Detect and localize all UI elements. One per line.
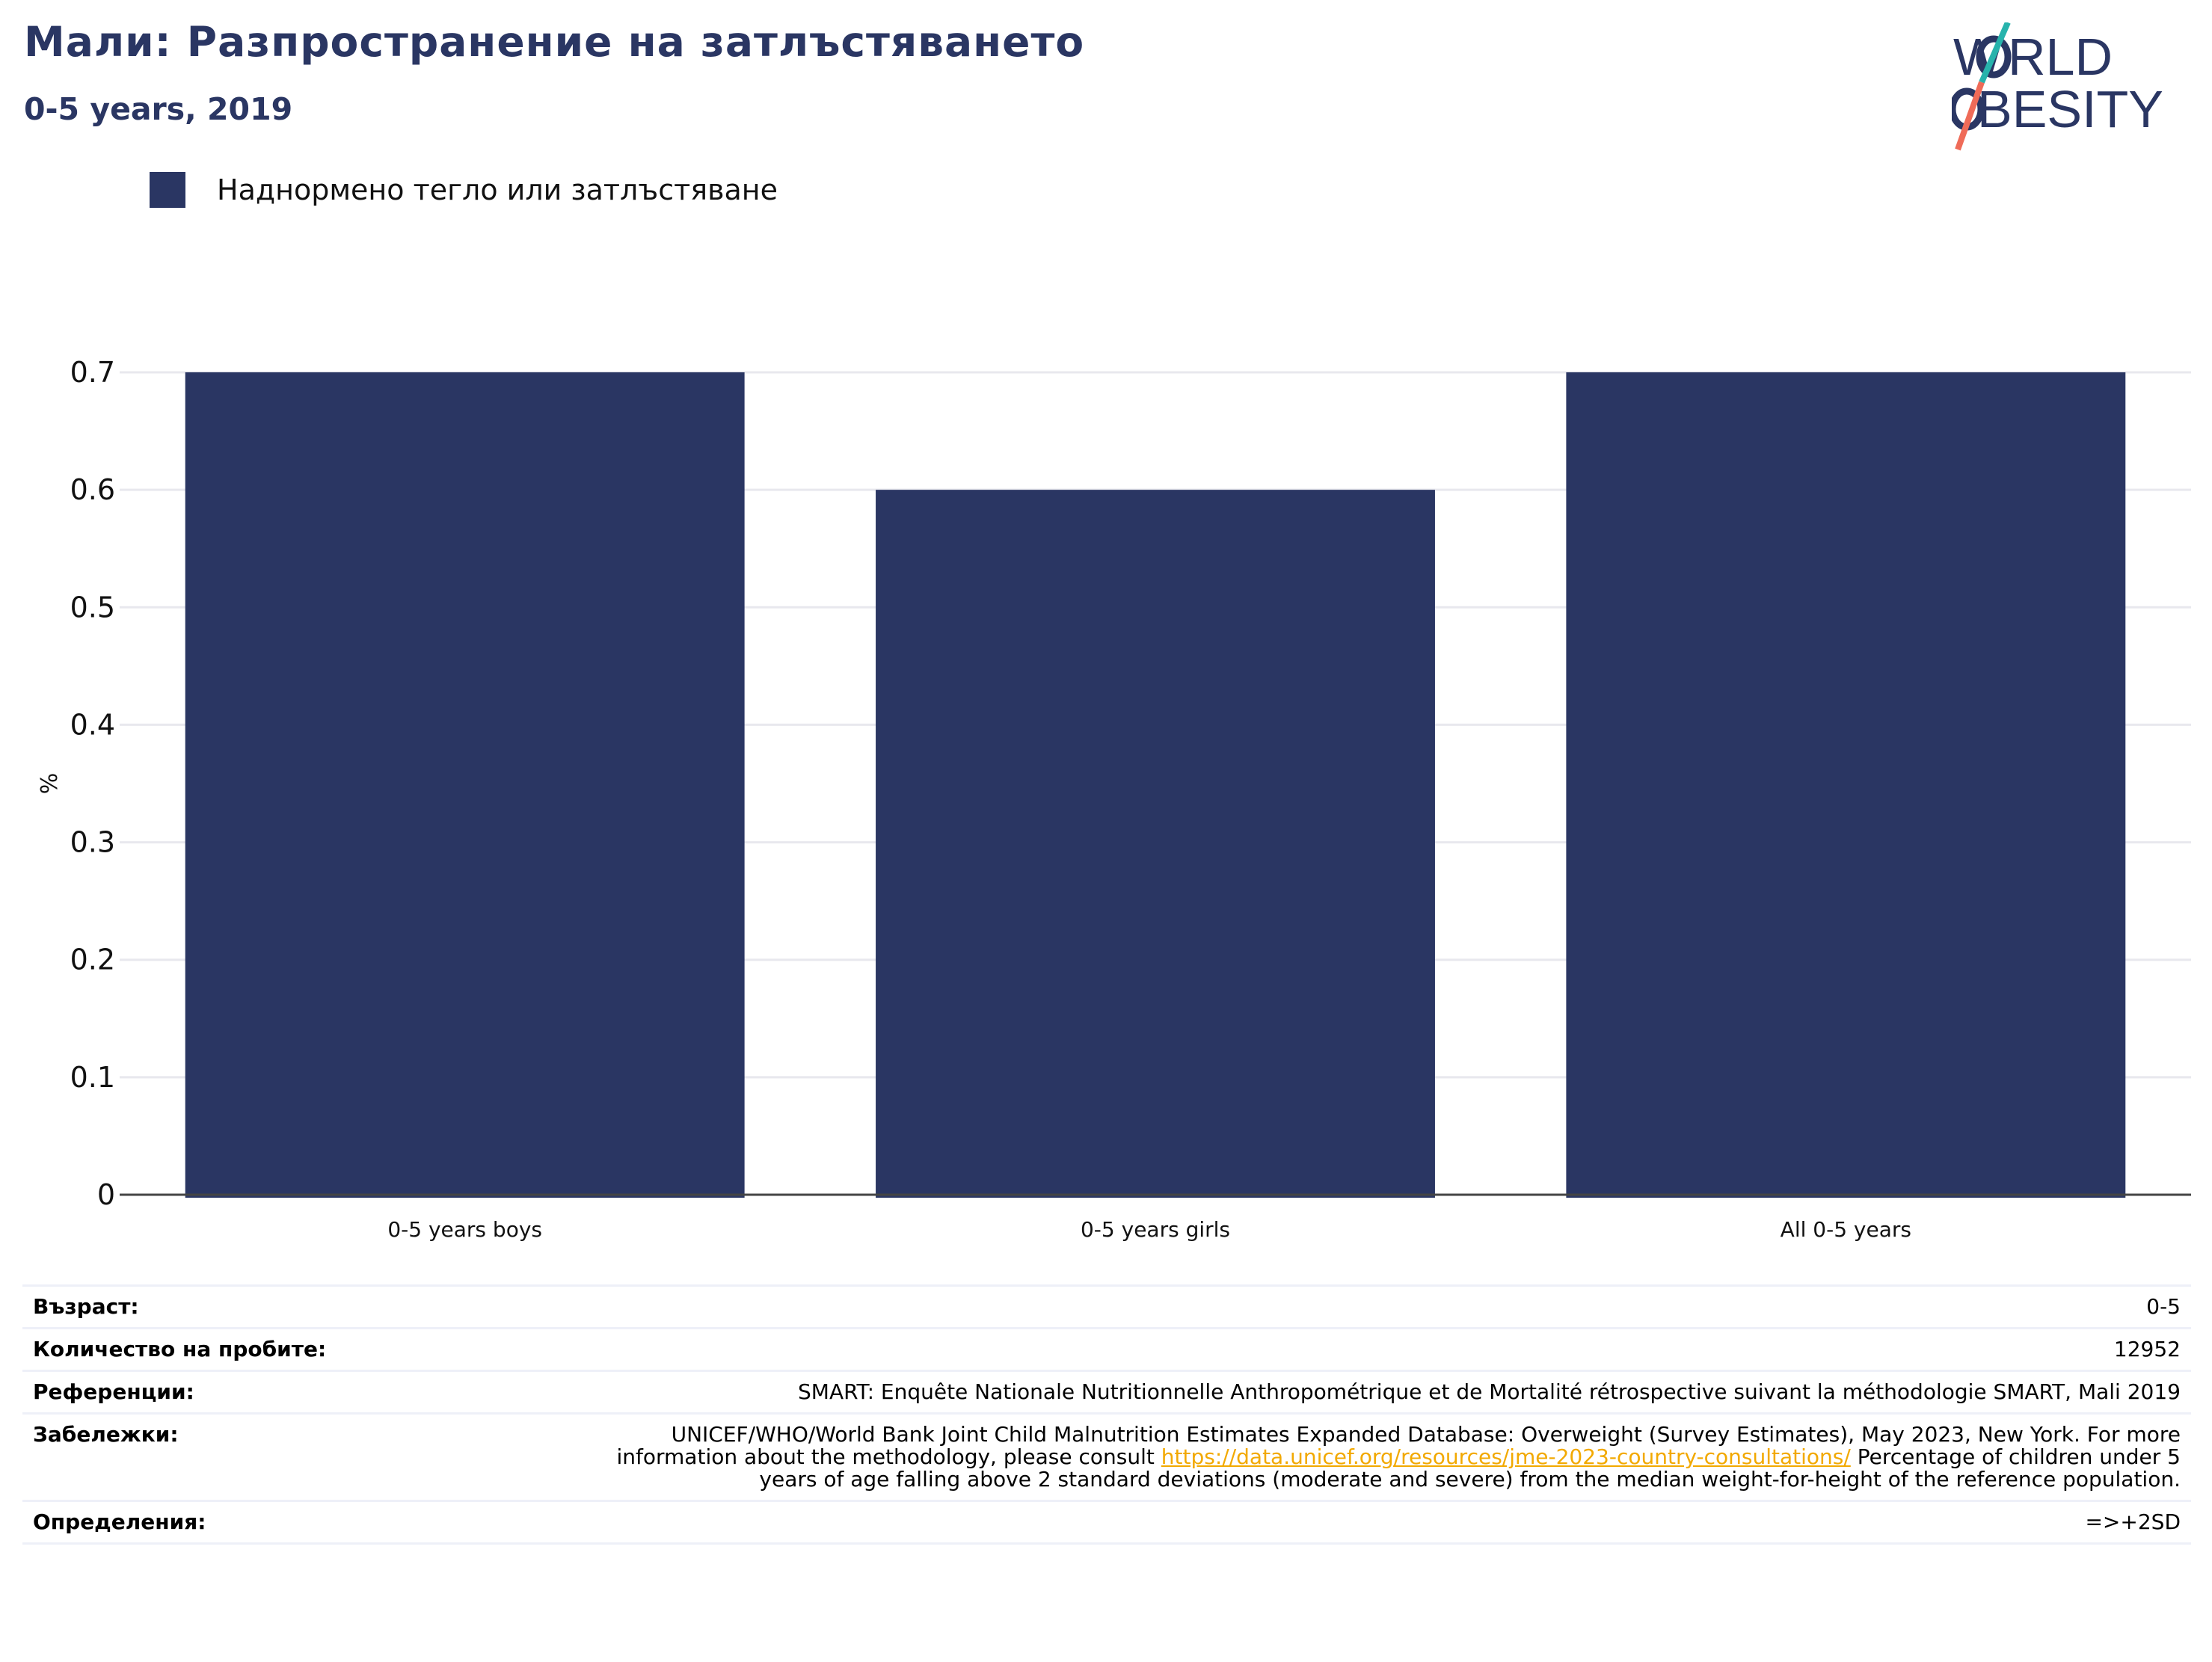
y-tick-label: 0.3 (70, 826, 115, 859)
age-value: 0-5 (2146, 1294, 2181, 1319)
info-row-age: Възраст: 0-5 (22, 1284, 2191, 1327)
info-row-notes: Забележки: UNICEF/WHO/World Bank Joint C… (22, 1412, 2191, 1500)
y-tick-label: 0.5 (70, 591, 115, 624)
y-tick-label: 0.4 (70, 708, 115, 741)
info-row-definitions: Определения: =>+2SD (22, 1500, 2191, 1545)
sample-value: 12952 (2113, 1337, 2181, 1361)
svg-text:RLD: RLD (2008, 28, 2113, 86)
chart-subtitle: 0-5 years, 2019 (24, 91, 293, 127)
legend: Наднормено тегло или затлъстяване (150, 172, 778, 208)
notes-text-before: UNICEF/WHO/World Bank Joint Child Malnut… (616, 1422, 2181, 1469)
notes-text-after: Percentage of children under 5 years of … (759, 1444, 2181, 1492)
y-tick-label: 0.2 (70, 944, 115, 976)
notes-link[interactable]: https://data.unicef.org/resources/jme-20… (1161, 1444, 1851, 1469)
bar (876, 490, 1435, 1198)
bar (1566, 372, 2126, 1198)
references-label: Референции: (33, 1379, 194, 1404)
y-tick-label: 0.1 (70, 1061, 115, 1094)
notes-label: Забележки: (33, 1422, 179, 1447)
x-tick-label: 0-5 years girls (1081, 1217, 1230, 1242)
sample-label: Количество на пробите: (33, 1337, 327, 1361)
x-tick-label: 0-5 years boys (387, 1217, 542, 1242)
info-row-references: Референции: SMART: Enquête Nationale Nut… (22, 1370, 2191, 1412)
chart-title: Мали: Разпространение на затлъстяването (24, 18, 1085, 66)
y-tick-label: 0.6 (70, 473, 115, 506)
bar-chart: 0 0.1 0.2 0.3 0.4 0.5 0.6 0.7% 0-5 years boys 0-5… (37, 356, 2191, 1242)
legend-swatch (150, 172, 185, 208)
definitions-value: =>+2SD (2085, 1509, 2181, 1534)
age-label: Възраст: (33, 1294, 139, 1319)
bar (185, 372, 745, 1198)
y-tick-label: 0 (97, 1178, 115, 1211)
notes-value: UNICEF/WHO/World Bank Joint Child Malnut… (603, 1424, 2181, 1491)
definitions-label: Определения: (33, 1509, 206, 1534)
legend-label: Наднормено тегло или затлъстяване (217, 173, 778, 206)
y-axis-label: % (37, 773, 63, 795)
y-tick-label: 0.7 (70, 356, 115, 389)
svg-text:BESITY: BESITY (1977, 80, 2163, 138)
references-value: SMART: Enquête Nationale Nutritionnelle … (798, 1379, 2181, 1404)
x-tick-label: All 0-5 years (1781, 1217, 1911, 1242)
info-table: Възраст: 0-5 Количество на пробите: 1295… (22, 1284, 2191, 1545)
world-obesity-logo: W RLD BESITY (1952, 22, 2163, 151)
info-row-sample: Количество на пробите: 12952 (22, 1327, 2191, 1370)
